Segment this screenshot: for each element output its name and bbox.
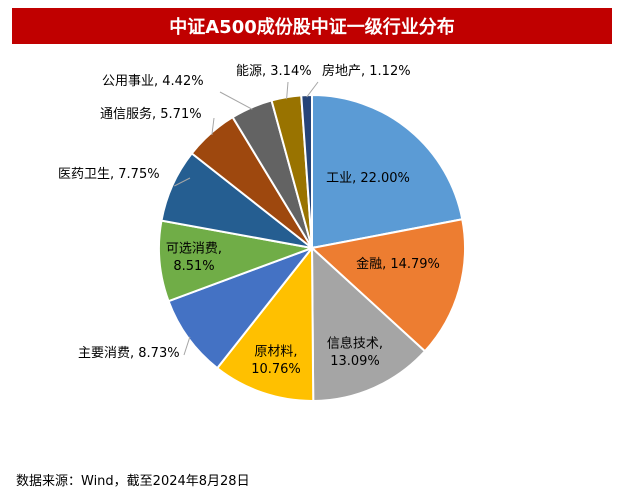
leader-line-10 xyxy=(306,81,319,98)
slice-label-8: 公用事业, 4.42% xyxy=(102,74,204,89)
slice-label-2: 信息技术, 13.09% xyxy=(327,335,383,369)
leader-line-4 xyxy=(183,336,191,356)
pie-slice-10 xyxy=(300,93,313,249)
slice-label-6: 医药卫生, 7.75% xyxy=(58,167,160,182)
slice-label-5: 可选消费, 8.51% xyxy=(166,241,222,274)
slice-label-0: 工业, 22.00% xyxy=(326,171,410,186)
slice-label-9: 能源, 3.14% xyxy=(236,64,312,79)
slice-label-4: 主要消费, 8.73% xyxy=(78,346,180,361)
leader-line-7 xyxy=(211,117,215,135)
pie-slice-1 xyxy=(309,218,466,353)
slice-label-3: 原材料, 10.76% xyxy=(251,344,301,377)
pie-slice-2 xyxy=(310,245,427,402)
leader-line-6 xyxy=(174,177,191,187)
slice-label-7: 通信服务, 5.71% xyxy=(100,106,202,122)
slice-label-1: 金融, 14.79% xyxy=(356,256,440,272)
pie-slice-3 xyxy=(215,245,315,402)
pie-slice-0 xyxy=(311,93,464,250)
leader-line-8 xyxy=(219,91,253,110)
chart-title: 中证A500成份股中证一级行业分布 xyxy=(12,8,612,44)
slice-label-10: 房地产, 1.12% xyxy=(322,63,411,79)
data-source-note: 数据来源：Wind，截至2024年8月28日 xyxy=(16,474,250,489)
leader-line-9 xyxy=(286,81,289,100)
pie-slice-4 xyxy=(167,245,315,370)
